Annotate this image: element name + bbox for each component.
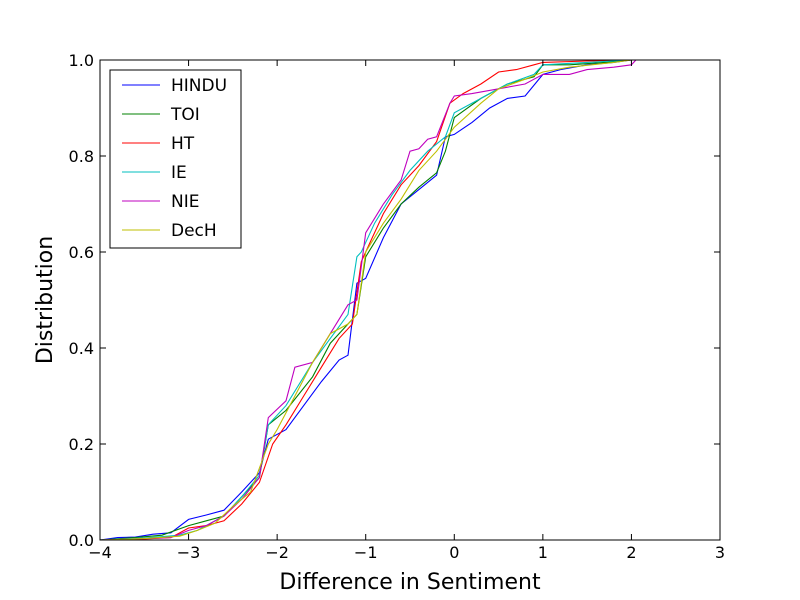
x-tick-label: 1: [538, 543, 548, 562]
legend-label-nie: NIE: [171, 192, 199, 212]
y-axis-title: Distribution: [33, 236, 58, 364]
y-tick-label: 1.0: [69, 51, 94, 70]
x-tick-label: 3: [715, 543, 725, 562]
tick-layer: −4 −3 −2 −1 0 1 2 3 0.0 0.2 0.4 0.6 0.8 1.0: [69, 51, 726, 562]
plot-frame: [99, 59, 721, 541]
y-tick-label: 0.0: [69, 531, 94, 550]
series-line-ht: [99, 59, 632, 541]
series-line-dech: [99, 59, 632, 541]
series-line-nie: [99, 59, 637, 541]
x-tick-label: −2: [265, 543, 289, 562]
y-tick-label: 0.8: [69, 147, 94, 166]
legend-label-dech: DecH: [171, 221, 217, 241]
legend-label-toi: TOI: [170, 105, 200, 125]
x-tick-label: 0: [449, 543, 459, 562]
series-layer: [99, 59, 694, 541]
y-tick-label: 0.6: [69, 243, 94, 262]
x-tick-label: −4: [88, 543, 112, 562]
x-tick-label: −1: [354, 543, 378, 562]
y-tick-label: 0.4: [69, 339, 94, 358]
legend-label-ht: HT: [171, 134, 195, 154]
x-tick-label: −3: [177, 543, 201, 562]
legend-label-ie: IE: [171, 163, 187, 183]
y-tick-label: 0.2: [69, 435, 94, 454]
legend-frame: [109, 69, 242, 249]
legend-label-hindu: HINDU: [171, 76, 227, 96]
x-tick-label: 2: [626, 543, 636, 562]
legend: HINDU TOI HT IE NIE DecH: [109, 69, 242, 249]
x-axis-title: Difference in Sentiment: [279, 570, 541, 595]
